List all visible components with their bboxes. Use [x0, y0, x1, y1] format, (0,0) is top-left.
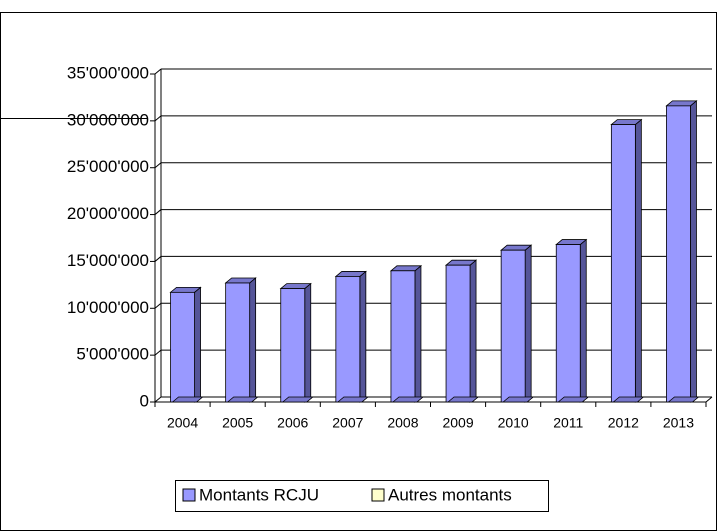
bar-top: [226, 396, 259, 403]
grid-slant: [154, 256, 162, 262]
bar: [502, 396, 535, 403]
bar-top: [557, 396, 590, 403]
x-tick-label: 2007: [332, 415, 363, 431]
bar-top: [169, 286, 202, 293]
bar-top: [334, 271, 367, 277]
bar: [444, 259, 478, 403]
bar: [226, 396, 259, 403]
bar: [610, 118, 643, 403]
bar-top: [502, 396, 535, 403]
bar: [555, 238, 588, 403]
bar-top: [336, 396, 369, 403]
bar-side: [579, 238, 587, 403]
bar-front: [225, 282, 251, 403]
y-tick-label: 10'000'000: [67, 298, 149, 317]
bar-top: [612, 396, 645, 403]
bar-top: [610, 119, 643, 126]
x-tick-label: 2012: [608, 415, 639, 431]
bar: [279, 282, 312, 403]
legend-box: [175, 480, 549, 512]
y-tick-label: 5'000'000: [76, 345, 149, 364]
bar-side: [359, 270, 367, 403]
bar-front: [610, 124, 636, 403]
bar-front: [555, 244, 581, 403]
bar: [500, 244, 533, 403]
bar: [224, 277, 257, 403]
legend-swatch: [182, 488, 196, 502]
legend-label: Autres montants: [388, 485, 512, 504]
grid-slant: [154, 349, 162, 356]
x-tick-label: 2011: [553, 415, 583, 431]
bar: [667, 396, 700, 403]
bar-side: [634, 118, 642, 403]
bar: [336, 396, 369, 403]
y-tick-label: 25'000'000: [67, 157, 149, 176]
x-tick-label: 2009: [442, 415, 473, 431]
x-tick-label: 2008: [387, 415, 418, 431]
bar: [169, 286, 202, 403]
bar-top: [171, 396, 204, 403]
grid-slant: [154, 396, 162, 403]
bar: [334, 270, 367, 403]
x-tick-label: 2013: [663, 415, 694, 431]
grid-slant: [154, 209, 162, 215]
bar-top: [391, 396, 425, 403]
x-tick-label: 2005: [222, 415, 253, 431]
x-tick-label: 2010: [498, 415, 529, 431]
grid-slant: [154, 68, 162, 75]
bar: [446, 396, 480, 403]
bar-front: [666, 105, 691, 403]
bar: [391, 396, 425, 403]
bar-side: [414, 264, 422, 403]
bar-front: [445, 264, 471, 403]
legend-label: Montants RCJU: [199, 485, 319, 504]
bar: [665, 100, 698, 403]
bar-front: [500, 249, 526, 403]
legend-swatch: [371, 488, 385, 502]
bar-side: [194, 286, 201, 403]
bar-top: [389, 265, 423, 272]
bar-top: [500, 244, 533, 251]
bar-top: [665, 100, 698, 107]
y-tick-label: 15'000'000: [67, 251, 149, 270]
bar-top: [279, 283, 312, 290]
bar-side: [524, 244, 532, 403]
bar: [612, 396, 645, 403]
y-tick-label: 30'000'000: [67, 110, 149, 129]
grid-slant: [154, 162, 162, 169]
bar-front: [280, 288, 306, 403]
y-tick-label: 0: [140, 391, 149, 410]
bar: [281, 396, 314, 403]
bar-front: [170, 291, 195, 403]
x-tick-label: 2004: [167, 415, 198, 431]
bar: [557, 396, 590, 403]
bar-top: [555, 239, 588, 245]
bar-side: [690, 100, 697, 403]
grid-slant: [154, 115, 162, 122]
grid-slant: [154, 302, 162, 309]
bar-top: [446, 396, 480, 403]
bar-front: [335, 276, 361, 403]
bar-top: [224, 277, 257, 284]
bar-side: [304, 282, 312, 403]
bar-top: [667, 396, 700, 403]
bar-top: [444, 259, 478, 266]
x-axis-end: [705, 396, 713, 403]
bar-side: [249, 277, 257, 403]
bar-top: [281, 396, 314, 403]
bar: [389, 264, 423, 403]
bar-front: [390, 270, 416, 403]
bar-side: [469, 259, 477, 403]
y-tick-label: 35'000'000: [67, 63, 149, 82]
y-tick-label: 20'000'000: [67, 204, 149, 223]
x-tick-label: 2006: [277, 415, 308, 431]
legend: Montants RCJU Autres montants: [175, 480, 549, 512]
bar: [171, 396, 204, 403]
